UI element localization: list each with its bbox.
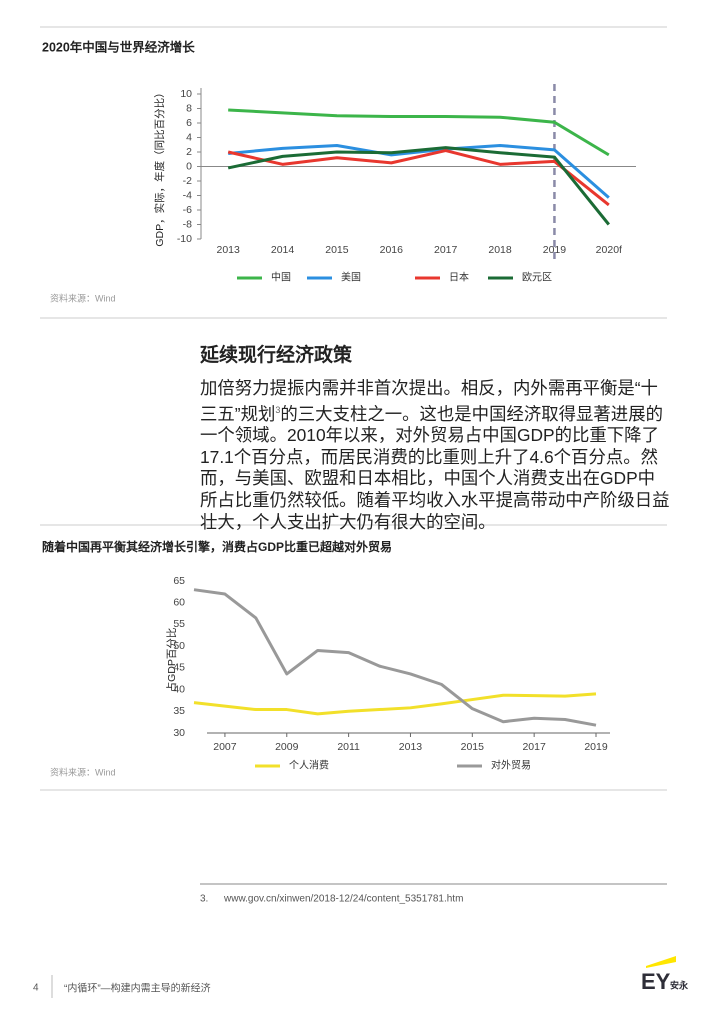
y-axis-label: 占GDP百分比 <box>165 628 178 693</box>
legend-label: 对外贸易 <box>491 759 531 772</box>
series-line <box>227 146 610 226</box>
paragraph-text: 加倍努力提振内需并非首次提出。相反，内外需再平衡是“十三五”规划 <box>200 378 658 424</box>
x-tick-label: 2013 <box>217 244 241 256</box>
page-number: 4 <box>33 983 39 994</box>
source: 资料来源：Wind <box>50 292 116 303</box>
y-tick-label: 4 <box>186 131 192 143</box>
series-line <box>193 588 597 727</box>
x-tick-label: 2020f <box>596 244 622 256</box>
x-tick-label: 2016 <box>380 244 404 256</box>
y-tick-label: -8 <box>183 218 192 230</box>
y-tick-label: 35 <box>173 705 185 717</box>
x-tick-label: 2018 <box>488 244 512 256</box>
y-tick-label: -4 <box>183 189 192 201</box>
y-tick-label: 10 <box>180 88 192 100</box>
x-tick-label: 2019 <box>584 741 608 753</box>
y-tick-label: 0 <box>186 160 192 172</box>
y-tick-label: 2 <box>186 146 192 158</box>
x-tick-label: 2015 <box>325 244 349 256</box>
x-tick-label: 2009 <box>275 741 299 753</box>
section-heading: 延续现行经济政策 <box>199 343 353 366</box>
y-tick-label: 55 <box>173 618 185 630</box>
series-line <box>228 143 610 199</box>
y-tick-label: 60 <box>173 596 185 608</box>
legend-label: 日本 <box>449 271 469 284</box>
y-tick-label: 30 <box>173 727 185 739</box>
footnote-ref: 3 <box>275 404 281 415</box>
y-tick-label: 45 <box>173 662 185 674</box>
series-line <box>193 692 597 716</box>
series-line <box>228 108 610 157</box>
chart-title: 随着中国再平衡其经济增长引擎，消费占GDP比重已超越对外贸易 <box>42 539 392 554</box>
footer-title: “内循环”—构建内需主导的新经济 <box>64 982 211 995</box>
legend-label: 美国 <box>341 271 361 284</box>
logo-sub: 安永 <box>670 979 689 990</box>
legend-label: 欧元区 <box>522 272 552 284</box>
x-tick-label: 2019 <box>543 244 567 256</box>
x-tick-label: 2007 <box>213 741 237 753</box>
x-tick-label: 2013 <box>399 741 423 753</box>
series-line <box>227 149 610 207</box>
source: 资料来源：Wind <box>50 766 116 777</box>
chart-title: 2020年中国与世界经济增长 <box>42 39 195 54</box>
y-axis-label: GDP，实际，年度（同比百分比） <box>153 87 166 246</box>
y-tick-label: -10 <box>177 233 192 245</box>
footnote-number: 3. <box>200 894 208 905</box>
x-tick-label: 2017 <box>434 244 458 256</box>
logo: EY <box>641 969 671 994</box>
x-tick-label: 2014 <box>271 244 295 256</box>
y-tick-label: 8 <box>186 102 192 114</box>
y-tick-label: 40 <box>173 683 185 695</box>
x-tick-label: 2011 <box>337 741 360 753</box>
y-tick-label: -6 <box>183 204 192 216</box>
logo-stripe <box>646 956 676 968</box>
section-paragraph: 加倍努力提振内需并非首次提出。相反，内外需再平衡是“十三五”规划3的三大支柱之一… <box>200 378 672 533</box>
x-tick-label: 2017 <box>522 741 546 753</box>
legend-label: 中国 <box>271 271 291 284</box>
y-tick-label: 6 <box>186 117 192 129</box>
x-tick-label: 2015 <box>461 741 485 753</box>
y-tick-label: -2 <box>183 175 192 187</box>
y-tick-label: 65 <box>173 575 185 587</box>
paragraph-text: 的三大支柱之一。这也是中国经济取得显著进展的一个领域。2010年以来，对外贸易占… <box>200 403 670 532</box>
legend-label: 个人消费 <box>289 759 329 772</box>
footnote-text: www.gov.cn/xinwen/2018-12/24/content_535… <box>223 894 463 905</box>
y-tick-label: 50 <box>173 640 185 652</box>
